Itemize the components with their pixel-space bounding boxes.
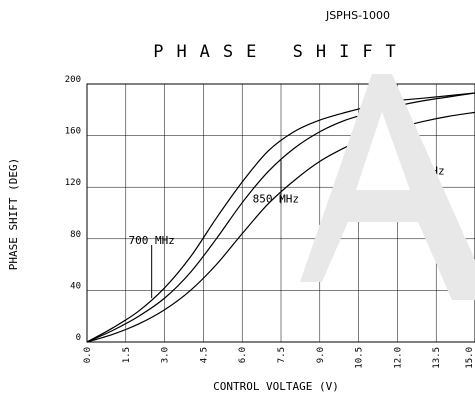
annotation-label-850-mhz: 850 MHz (253, 193, 299, 206)
x-tick-labels: 0.0 1.5 3.0 4.5 6.0 7.5 9.0 10.5 12.0 13.5 15.0 (83, 347, 475, 369)
chart-title: PHASE SHIFT (153, 42, 409, 62)
y-tick-label-1: 40 (70, 281, 81, 291)
series-line-850-mhz (86, 92, 475, 343)
y-tick-label-0: 0 (76, 333, 81, 343)
x-tick-label-6: 9.0 (316, 347, 326, 363)
x-tick-label-7: 10.5 (355, 347, 365, 369)
x-tick-label-9: 13.5 (432, 347, 442, 369)
x-tick-label-0: 0.0 (83, 347, 93, 363)
watermark (300, 74, 475, 300)
x-tick-label-10: 15.0 (465, 347, 475, 369)
x-tick-label-3: 4.5 (199, 347, 209, 363)
y-axis-title: PHASE SHIFT (DEG) (7, 158, 20, 271)
x-tick-label-1: 1.5 (122, 347, 132, 363)
y-tick-labels: 0 40 80 120 160 200 (65, 75, 81, 343)
y-tick-label-3: 120 (65, 178, 81, 188)
x-tick-label-5: 7.5 (277, 347, 287, 363)
plot-frame (86, 83, 475, 343)
x-tick-label-8: 12.0 (393, 347, 403, 369)
x-tick-label-2: 3.0 (161, 347, 171, 363)
x-axis-title: CONTROL VOLTAGE (V) (213, 380, 339, 393)
y-tick-label-2: 80 (70, 230, 81, 240)
x-tick-label-4: 6.0 (238, 347, 248, 363)
y-tick-label-4: 160 (65, 127, 81, 137)
series-line-700-mhz (86, 92, 475, 343)
model-label: JSPHS-1000 (325, 9, 390, 22)
y-tick-label-5: 200 (65, 75, 81, 85)
annotation-label-700-mhz: 700 MHz (128, 234, 174, 247)
